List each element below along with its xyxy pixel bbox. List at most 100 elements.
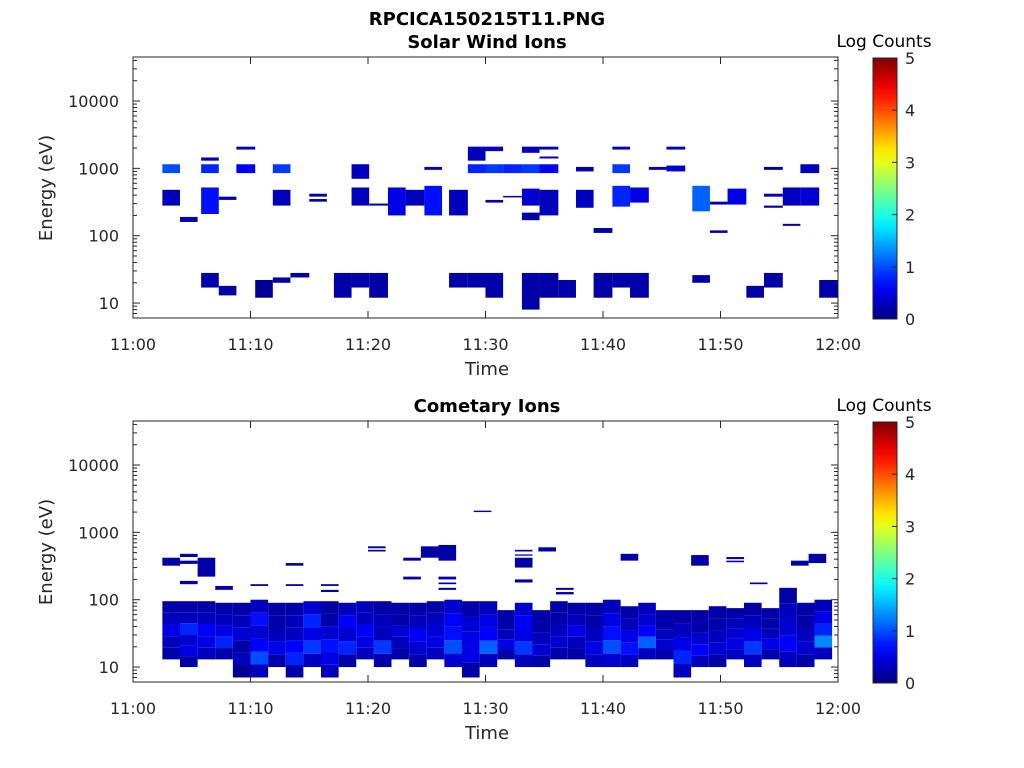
spectrogram-cell xyxy=(514,615,533,629)
spectrogram-cell xyxy=(532,621,551,633)
spectrogram-cell xyxy=(197,557,216,577)
spectrogram-cell xyxy=(814,599,833,612)
colorbar-label: Log Counts xyxy=(836,32,931,52)
spectrogram-cell xyxy=(796,654,815,668)
spectrogram-cell xyxy=(556,587,574,590)
colorbar-tick-label: 4 xyxy=(905,101,915,120)
spectrogram-cell xyxy=(180,580,198,585)
spectrogram-cell xyxy=(666,146,686,150)
spectrogram-cell xyxy=(709,201,728,205)
spectrogram-cell xyxy=(467,272,486,288)
spectrogram-cell xyxy=(761,649,780,660)
spectrogram-cell xyxy=(814,611,833,624)
x-tick-label: 11:50 xyxy=(697,699,743,718)
spectrogram-cell xyxy=(180,623,198,635)
spectrogram-cell xyxy=(303,640,321,654)
spectrogram-cell xyxy=(351,164,370,179)
spectrogram-cell xyxy=(575,189,594,208)
colorbar-tick-label: 4 xyxy=(905,465,915,484)
spectrogram-cell xyxy=(655,629,674,640)
spectrogram-cell xyxy=(497,649,515,660)
spectrogram-cell xyxy=(426,636,445,648)
x-tick-label: 11:10 xyxy=(227,699,273,718)
spectrogram-cell xyxy=(409,641,427,655)
colorbar-gradient xyxy=(872,57,898,320)
spectrogram-cell xyxy=(373,614,392,628)
spectrogram-cell xyxy=(338,654,357,668)
spectrogram-cell xyxy=(250,584,269,586)
spectrogram-cell xyxy=(449,272,468,288)
spectrogram-cell xyxy=(232,665,251,678)
spectrogram-cell xyxy=(438,582,457,585)
spectrogram-cell xyxy=(444,626,462,641)
spectrogram-cell xyxy=(514,549,533,552)
spectrogram-cell xyxy=(250,612,269,626)
spectrogram-cell xyxy=(285,615,304,628)
colorbar-tick-label: 2 xyxy=(905,206,915,225)
spectrogram-cell xyxy=(497,610,515,620)
spectrogram-cell xyxy=(655,649,674,660)
spectrogram-cell xyxy=(479,627,498,641)
spectrogram-cells xyxy=(162,146,838,310)
spectrogram-cell xyxy=(391,648,410,660)
spectrogram-cell xyxy=(796,602,815,616)
spectrogram-cell xyxy=(467,164,486,174)
spectrogram-cell xyxy=(620,654,639,668)
spectrogram-cell xyxy=(567,625,586,637)
y-axis: 10 100 1000 10000 xyxy=(68,59,838,319)
y-tick-label: 1000 xyxy=(78,523,119,542)
spectrogram-cell xyxy=(763,166,783,170)
spectrogram-cell xyxy=(567,602,586,615)
spectrogram-cell xyxy=(303,614,321,628)
spectrogram-cell xyxy=(612,272,631,288)
colorbar-tick-label: 0 xyxy=(905,310,915,329)
spectrogram-cell xyxy=(539,189,559,216)
spectrogram-cell xyxy=(201,187,219,215)
spectrogram-cell xyxy=(197,647,216,660)
spectrogram-cell xyxy=(550,647,568,660)
spectrogram-cell xyxy=(201,272,219,288)
colorbar: 0 1 2 3 4 5 xyxy=(872,413,915,693)
spectrogram-cell xyxy=(497,629,515,640)
spectrogram-cell xyxy=(218,196,237,200)
spectrogram-cell xyxy=(612,185,631,207)
spectrogram-cell xyxy=(255,279,273,298)
spectrogram-cell xyxy=(462,631,480,647)
spectrogram-cell xyxy=(673,650,692,665)
x-axis: 11:00 11:10 11:20 11:30 11:40 11:50 12:00 xyxy=(110,57,861,354)
spectrogram-cell xyxy=(630,187,649,203)
x-tick-label: 11:40 xyxy=(580,335,626,354)
spectrogram-cell xyxy=(462,646,480,663)
spectrogram-cell xyxy=(521,164,540,174)
spectrogram-cell xyxy=(796,641,815,655)
spectrogram-cell xyxy=(761,628,780,639)
spectrogram-cell xyxy=(726,560,744,563)
spectrogram-cell xyxy=(673,623,692,638)
spectrogram-cell xyxy=(708,642,727,655)
figure-title: RPCICA150215T11.PNG xyxy=(369,9,605,30)
spectrogram-cell xyxy=(709,230,728,233)
y-tick-label: 10000 xyxy=(68,456,119,475)
spectrogram-cell xyxy=(763,205,783,208)
spectrogram-cell xyxy=(782,223,801,226)
spectrogram-cell xyxy=(373,640,392,654)
spectrogram-cell xyxy=(556,592,574,595)
spectrogram-cell xyxy=(761,618,780,629)
spectrogram-cell xyxy=(409,602,427,616)
spectrogram-cell xyxy=(236,146,256,150)
spectrogram-cell xyxy=(514,579,533,583)
spectrogram-cell xyxy=(603,653,621,668)
spectrogram-cell xyxy=(691,621,709,633)
spectrogram-cell xyxy=(218,285,237,296)
spectrogram-cell xyxy=(321,584,339,586)
spectrogram-cell xyxy=(162,647,180,660)
x-axis-label: Time xyxy=(464,359,509,380)
spectrogram-cell xyxy=(708,654,727,668)
spectrogram-cell xyxy=(426,612,445,625)
spectrogram-cell xyxy=(638,648,656,660)
spectrogram-cell xyxy=(162,636,180,648)
spectrogram-cell xyxy=(550,612,568,625)
colorbar-tick-label: 0 xyxy=(905,674,915,693)
spectrogram-cell xyxy=(403,576,421,580)
spectrogram-cell xyxy=(321,652,339,665)
